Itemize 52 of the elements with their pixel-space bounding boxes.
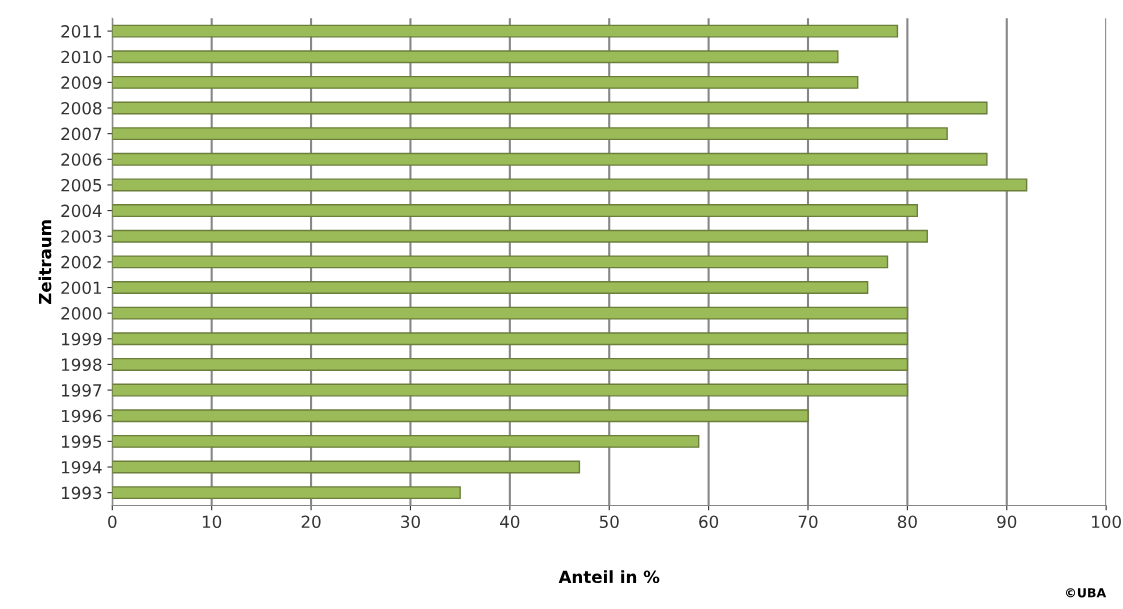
- y-tick-label: 1999: [61, 332, 102, 346]
- bar: [112, 434, 700, 448]
- bar: [112, 460, 581, 474]
- y-tick-label: 2003: [61, 230, 102, 243]
- y-tick-label: 1997: [61, 384, 102, 397]
- y-tick-label: 2001: [61, 281, 102, 295]
- bar: [112, 255, 889, 269]
- bar: [112, 281, 869, 294]
- x-axis-title: Anteil in %: [558, 570, 660, 584]
- y-tick-label: 1995: [61, 435, 102, 448]
- x-tick-label: 90: [997, 515, 1017, 529]
- bar: [112, 383, 909, 397]
- bar: [112, 332, 909, 346]
- bar: [112, 486, 461, 500]
- bar: [112, 204, 919, 218]
- bar: [112, 75, 859, 89]
- bar: [112, 178, 1028, 192]
- y-axis-title: Zeitraum: [38, 220, 52, 304]
- y-tick-label: 2010: [61, 50, 102, 64]
- y-tick-label: 1993: [61, 486, 102, 500]
- text: ©UBA: [1066, 588, 1107, 598]
- bar: [112, 229, 928, 243]
- x-tick-label: 70: [798, 515, 818, 529]
- x-tick-label: 60: [699, 515, 719, 529]
- y-tick-label: 2004: [61, 204, 102, 218]
- bar: [112, 24, 899, 38]
- bar: [112, 50, 839, 64]
- y-tick-label: 2008: [61, 101, 102, 115]
- bar: [112, 306, 909, 320]
- bar: [112, 152, 988, 166]
- x-tick-label: 10: [202, 515, 222, 529]
- x-tick-label: 50: [599, 515, 619, 529]
- y-tick-label: 2007: [61, 127, 102, 141]
- y-tick-label: 1994: [61, 460, 102, 474]
- bar: [112, 409, 809, 423]
- bar: [112, 101, 988, 115]
- x-tick-label: 100: [1092, 515, 1121, 529]
- y-tick-label: 2005: [61, 178, 102, 192]
- y-tick-label: 2006: [61, 153, 102, 166]
- bar: [112, 127, 948, 141]
- y-tick-label: 2000: [61, 307, 102, 320]
- x-tick-label: 40: [500, 515, 520, 529]
- x-tick-label: 30: [401, 515, 420, 529]
- x-tick-label: 80: [897, 515, 917, 529]
- y-tick-label: 1998: [61, 358, 102, 372]
- y-tick-label: 1996: [61, 409, 102, 423]
- y-tick-label: 2002: [61, 255, 101, 269]
- x-tick-label: 0: [108, 515, 117, 529]
- y-tick-label: 2009: [61, 76, 102, 89]
- x-tick-label: 20: [301, 515, 321, 529]
- bar: [112, 357, 909, 371]
- y-tick-label: 2011: [61, 25, 102, 38]
